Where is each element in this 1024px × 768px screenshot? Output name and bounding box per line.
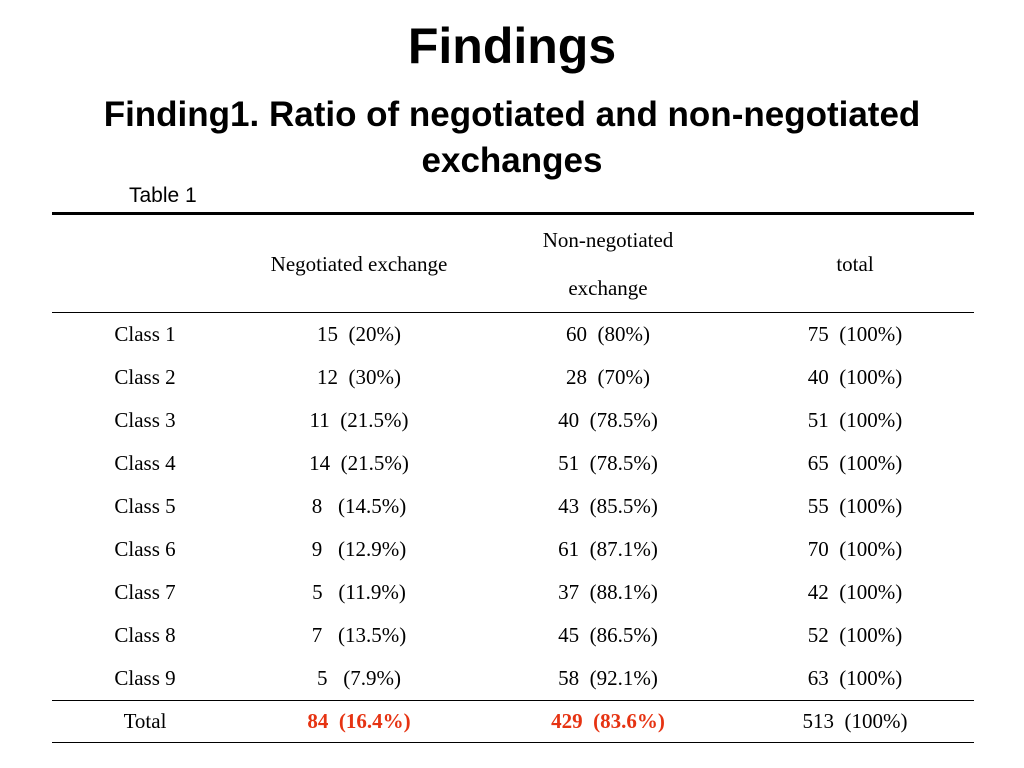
row-label: Class 1 bbox=[114, 322, 176, 346]
total-non-negotiated-cell: 429 (83.6%) bbox=[551, 709, 665, 733]
table-row: Class 9 5 (7.9%) 58 (92.1%) 63 (100%) bbox=[52, 657, 974, 701]
table-row: Class 8 7 (13.5%) 45 (86.5%) 52 (100%) bbox=[52, 614, 974, 657]
row-label: Class 8 bbox=[114, 623, 176, 647]
total-cell: 63 (100%) bbox=[807, 666, 903, 690]
row-label: Class 5 bbox=[114, 494, 176, 518]
row-label: Class 4 bbox=[114, 451, 176, 475]
non-negotiated-cell: 61 (87.1%) bbox=[558, 537, 658, 561]
table-row: Class 1 15 (20%) 60 (80%) 75 (100%) bbox=[52, 313, 974, 357]
findings-table-container: Negotiated exchange Non-negotiated excha… bbox=[52, 212, 974, 743]
header-negotiated: Negotiated exchange bbox=[270, 251, 448, 276]
table-row: Class 5 8 (14.5%) 43 (85.5%) 55 (100%) bbox=[52, 485, 974, 528]
total-cell: 40 (100%) bbox=[807, 365, 903, 389]
non-negotiated-cell: 28 (70%) bbox=[566, 365, 650, 389]
negotiated-cell: 5 (7.9%) bbox=[317, 666, 401, 690]
table-row: Class 2 12 (30%) 28 (70%) 40 (100%) bbox=[52, 356, 974, 399]
non-negotiated-cell: 51 (78.5%) bbox=[558, 451, 658, 475]
non-negotiated-cell: 60 (80%) bbox=[566, 322, 650, 346]
non-negotiated-cell: 43 (85.5%) bbox=[558, 494, 658, 518]
row-label: Class 2 bbox=[114, 365, 176, 389]
total-cell: 42 (100%) bbox=[807, 580, 903, 604]
table-row: Class 4 14 (21.5%) 51 (78.5%) 65 (100%) bbox=[52, 442, 974, 485]
table-row: Class 7 5 (11.9%) 37 (88.1%) 42 (100%) bbox=[52, 571, 974, 614]
negotiated-cell: 5 (11.9%) bbox=[312, 580, 406, 604]
negotiated-cell: 11 (21.5%) bbox=[309, 408, 409, 432]
table-header: Negotiated exchange Non-negotiated excha… bbox=[52, 213, 974, 313]
header-row: Negotiated exchange Non-negotiated excha… bbox=[52, 213, 974, 313]
page-subtitle: Finding1. Ratio of negotiated and non-ne… bbox=[103, 95, 921, 180]
header-non-negotiated-line1: Non-negotiated bbox=[542, 227, 674, 252]
negotiated-cell: 12 (30%) bbox=[317, 365, 401, 389]
negotiated-cell: 15 (20%) bbox=[317, 322, 401, 346]
non-negotiated-cell: 37 (88.1%) bbox=[558, 580, 658, 604]
non-negotiated-cell: 58 (92.1%) bbox=[558, 666, 658, 690]
table-footer: Total 84 (16.4%) 429 (83.6%) 513 (100%) bbox=[52, 700, 974, 743]
table-body: Class 1 15 (20%) 60 (80%) 75 (100%) Clas… bbox=[52, 313, 974, 701]
negotiated-cell: 14 (21.5%) bbox=[309, 451, 409, 475]
row-label: Class 3 bbox=[114, 408, 176, 432]
table-row: Class 3 11 (21.5%) 40 (78.5%) 51 (100%) bbox=[52, 399, 974, 442]
page-title: Findings bbox=[407, 18, 617, 74]
total-cell: 65 (100%) bbox=[807, 451, 903, 475]
header-total: total bbox=[836, 251, 874, 276]
non-negotiated-cell: 40 (78.5%) bbox=[558, 408, 658, 432]
negotiated-cell: 8 (14.5%) bbox=[311, 494, 407, 518]
non-negotiated-cell: 45 (86.5%) bbox=[558, 623, 658, 647]
header-row-label bbox=[52, 214, 238, 313]
findings-table: Negotiated exchange Non-negotiated excha… bbox=[52, 212, 974, 743]
table-row: Class 6 9 (12.9%) 61 (87.1%) 70 (100%) bbox=[52, 528, 974, 571]
row-label: Class 7 bbox=[114, 580, 176, 604]
total-cell: 55 (100%) bbox=[807, 494, 903, 518]
row-label: Class 6 bbox=[114, 537, 176, 561]
negotiated-cell: 7 (13.5%) bbox=[311, 623, 407, 647]
negotiated-cell: 9 (12.9%) bbox=[311, 537, 407, 561]
total-cell: 52 (100%) bbox=[807, 623, 903, 647]
total-cell: 70 (100%) bbox=[807, 537, 903, 561]
total-cell: 51 (100%) bbox=[807, 408, 903, 432]
total-row: Total 84 (16.4%) 429 (83.6%) 513 (100%) bbox=[52, 700, 974, 743]
total-negotiated-cell: 84 (16.4%) bbox=[307, 709, 411, 733]
total-row-label: Total bbox=[123, 709, 167, 733]
total-cell: 75 (100%) bbox=[807, 322, 903, 346]
table-caption: Table 1 bbox=[129, 184, 197, 207]
header-non-negotiated-line2: exchange bbox=[568, 275, 648, 300]
row-label: Class 9 bbox=[114, 666, 176, 690]
header-non-negotiated: Non-negotiated exchange bbox=[480, 214, 736, 313]
grand-total-cell: 513 (100%) bbox=[802, 709, 908, 733]
